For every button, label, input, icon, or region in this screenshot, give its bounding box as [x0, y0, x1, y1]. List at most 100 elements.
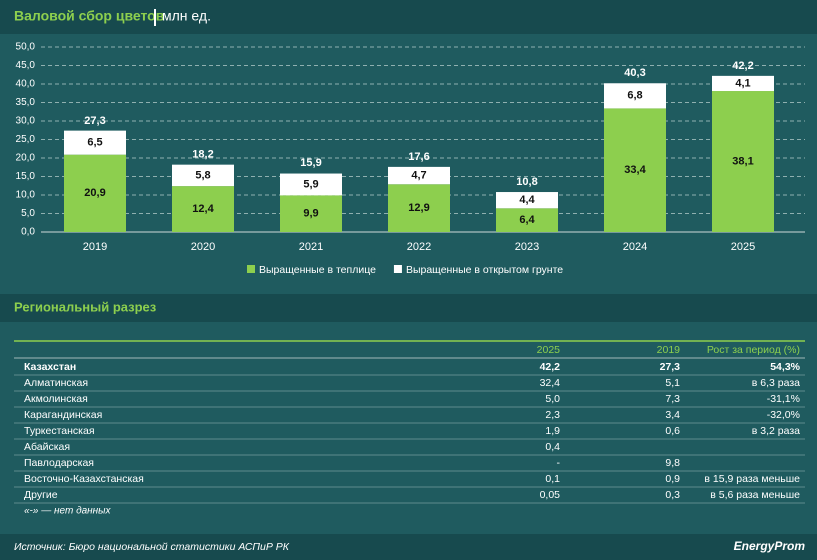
table-cell: 54,3% [770, 361, 800, 373]
bar-segment [280, 173, 342, 196]
value-label: 4,1 [735, 77, 750, 89]
value-label: 6,8 [627, 90, 642, 102]
value-label: 6,5 [87, 137, 102, 149]
x-tick-label: 2025 [731, 241, 755, 253]
total-label: 15,9 [300, 157, 321, 169]
table-cell: в 15,9 раза меньше [704, 473, 800, 485]
table-cell: 9,8 [665, 457, 680, 469]
value-label: 20,9 [84, 187, 105, 199]
table-cell: в 5,6 раза меньше [710, 489, 800, 501]
y-tick-label: 15,0 [16, 171, 36, 182]
table-cell: 7,3 [665, 393, 680, 405]
chart-subtitle: млн ед. [162, 8, 211, 24]
table-header: 2025 [537, 344, 561, 356]
y-tick-label: 50,0 [16, 42, 36, 53]
x-tick-label: 2019 [83, 241, 107, 253]
table-cell: в 3,2 раза [752, 425, 800, 437]
chart-title: Валовой сбор цветов [14, 8, 165, 24]
table-cell: Другие [24, 489, 58, 501]
source: Источник: Бюро национальной статистики А… [14, 541, 290, 553]
table-cell: 0,4 [545, 441, 560, 453]
x-tick-label: 2021 [299, 241, 323, 253]
x-tick-label: 2023 [515, 241, 539, 253]
value-label: 4,4 [519, 194, 535, 206]
table-header: 2019 [657, 344, 681, 356]
legend-swatch [393, 265, 402, 273]
y-tick-label: 5,0 [21, 208, 35, 219]
table-cell: 0,05 [540, 489, 561, 501]
table-cell: 5,0 [545, 393, 560, 405]
legend-label: Выращенные в открытом грунте [406, 264, 563, 276]
table-cell: 0,9 [665, 473, 680, 485]
bar-segment [604, 108, 666, 232]
value-label: 12,4 [192, 203, 214, 215]
table-cell: Карагандинская [24, 409, 102, 421]
footnote: «-» — нет данных [24, 506, 112, 517]
table-cell: 27,3 [660, 361, 681, 373]
table-cell: в 6,3 раза [752, 377, 800, 389]
table-cell: 32,4 [540, 377, 561, 389]
bar-segment [388, 166, 450, 185]
y-tick-label: 0,0 [21, 227, 35, 238]
bar-segment [388, 184, 450, 232]
value-label: 5,8 [195, 169, 210, 181]
x-tick-label: 2022 [407, 241, 431, 253]
bar-segment [496, 192, 558, 209]
table-cell: 0,6 [665, 425, 680, 437]
legend-swatch [247, 265, 255, 273]
y-tick-label: 10,0 [16, 190, 36, 201]
table-cell: 42,2 [540, 361, 561, 373]
value-label: 12,9 [408, 202, 429, 214]
source-bar [0, 534, 817, 560]
value-label: 38,1 [732, 155, 753, 167]
y-tick-label: 45,0 [16, 60, 36, 71]
total-label: 42,2 [732, 60, 753, 72]
table-cell: Абайская [24, 441, 70, 453]
total-label: 17,6 [408, 151, 429, 163]
table-cell: 2,3 [545, 409, 560, 421]
value-label: 4,7 [411, 169, 426, 181]
x-tick-label: 2020 [191, 241, 215, 253]
table-cell: 3,4 [665, 409, 680, 421]
value-label: 33,4 [624, 164, 646, 176]
section-bar [0, 294, 817, 322]
total-label: 27,3 [84, 115, 105, 127]
value-label: 5,9 [303, 178, 318, 190]
bar-segment [496, 208, 558, 232]
x-tick-label: 2024 [623, 241, 647, 253]
value-label: 6,4 [519, 214, 535, 226]
y-tick-label: 20,0 [16, 153, 36, 164]
table-cell: Казахстан [24, 361, 76, 373]
logo: EnergyProm [734, 539, 806, 553]
section-title: Региональный разрез [14, 299, 157, 314]
table-cell: Восточно-Казахстанская [24, 473, 144, 485]
y-tick-label: 25,0 [16, 134, 36, 145]
table-cell: - [557, 457, 561, 469]
table-cell: Павлодарская [24, 457, 94, 469]
bar-segment [172, 186, 234, 232]
table-cell: -31,1% [767, 393, 800, 405]
total-label: 18,2 [192, 149, 213, 161]
bar-segment [280, 195, 342, 232]
legend-label: Выращенные в теплице [259, 264, 376, 276]
table-cell: -32,0% [767, 409, 800, 421]
y-tick-label: 40,0 [16, 79, 36, 90]
y-tick-label: 35,0 [16, 97, 36, 108]
bar-segment [712, 75, 774, 92]
table-cell: 5,1 [665, 377, 680, 389]
total-label: 10,8 [516, 176, 537, 188]
total-label: 40,3 [624, 67, 645, 79]
header-bar [0, 0, 817, 34]
bar-segment [172, 164, 234, 187]
table-cell: 1,9 [545, 425, 560, 437]
value-label: 9,9 [303, 208, 318, 220]
table-cell: 0,3 [665, 489, 680, 501]
table-cell: Акмолинская [24, 393, 88, 405]
table-cell: Алматинская [24, 377, 88, 389]
table-cell: 0,1 [545, 473, 560, 485]
title-separator [154, 9, 156, 26]
y-tick-label: 30,0 [16, 116, 36, 127]
bar-segment [604, 83, 666, 109]
